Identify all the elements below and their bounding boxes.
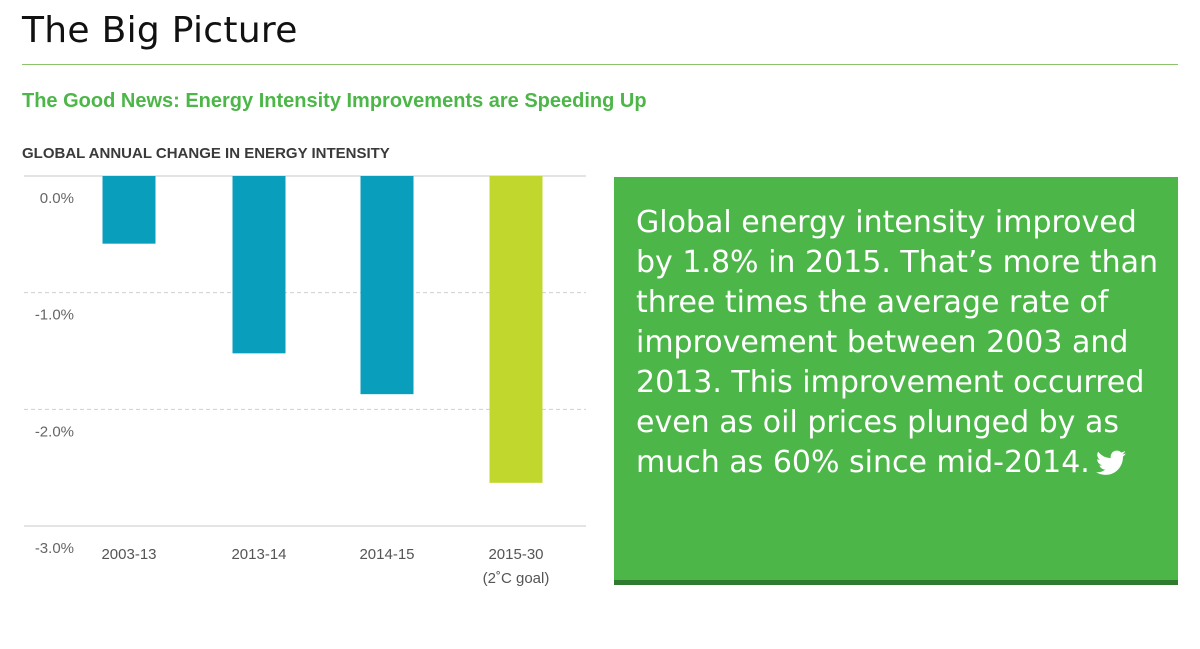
- callout-text: Global energy intensity improved by 1.8%…: [636, 205, 1158, 480]
- x-tick-label: 2014-15: [359, 546, 414, 563]
- bar-chart: 0.0% -1.0% -2.0% -3.0% 2003-13 2013-14 2014-15…: [24, 175, 586, 587]
- callout-box: Global energy intensity improved by 1.8%…: [614, 177, 1178, 585]
- y-tick-label: -2.0%: [35, 423, 74, 440]
- y-tick-label: 0.0%: [40, 190, 74, 207]
- chart-title: GLOBAL ANNUAL CHANGE IN ENERGY INTENSITY: [22, 145, 390, 162]
- y-tick-label: -3.0%: [35, 540, 74, 557]
- bar-2003-13: [102, 176, 156, 244]
- x-tick-sublabel: (2˚C goal): [483, 570, 550, 587]
- x-tick-label: 2003-13: [101, 546, 156, 563]
- bar-2013-14: [232, 176, 286, 354]
- x-tick-label: 2015-30: [488, 546, 543, 563]
- twitter-icon[interactable]: [1095, 447, 1126, 487]
- y-tick-label: -1.0%: [35, 307, 74, 324]
- section-subtitle: The Good News: Energy Intensity Improvem…: [22, 90, 647, 112]
- x-tick-label: 2013-14: [231, 546, 286, 563]
- title-divider: [22, 64, 1178, 65]
- bar-2015-30: [489, 176, 543, 483]
- page-title: The Big Picture: [22, 10, 298, 51]
- bar-2014-15: [360, 176, 414, 395]
